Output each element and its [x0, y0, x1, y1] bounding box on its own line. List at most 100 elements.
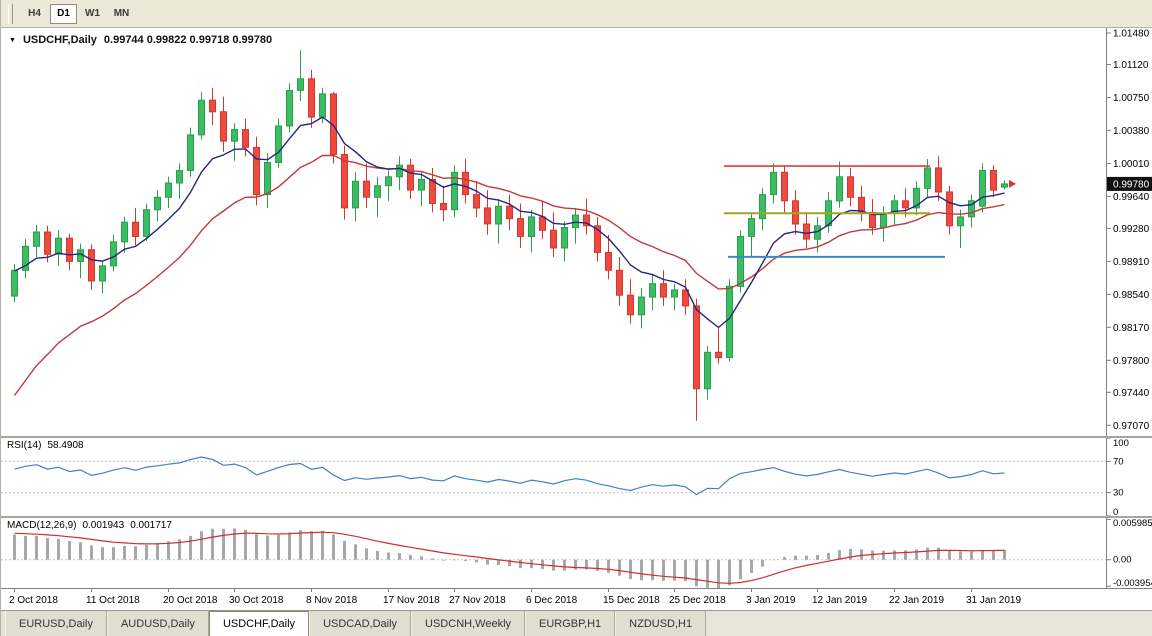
macd-bar — [893, 550, 896, 560]
macd-bar — [35, 536, 38, 560]
candle — [638, 296, 645, 316]
macd-bar — [387, 552, 390, 560]
macd-bar — [277, 534, 280, 560]
candle — [253, 146, 260, 196]
macd-bar — [563, 559, 566, 571]
chart-tab-usdcnh-weekly[interactable]: USDCNH,Weekly — [411, 611, 526, 636]
macd-bar — [739, 559, 742, 580]
chart-tab-usdcad-daily[interactable]: USDCAD,Daily — [309, 611, 412, 636]
macd-bar — [728, 559, 731, 586]
candle — [418, 178, 425, 191]
candle — [462, 171, 469, 196]
candle — [154, 196, 161, 211]
candle — [451, 171, 458, 211]
macd-bar — [354, 544, 357, 560]
rsi-axis-label: 0 — [1113, 507, 1118, 516]
time-axis-canvas[interactable]: 2 Oct 2018 11 Oct 2018 20 Oct 2018 30 Oct 2… — [1, 588, 1152, 610]
candle — [913, 187, 920, 209]
macd-bar — [442, 559, 445, 561]
price-axis-label: 1.01120 — [1113, 60, 1149, 71]
macd-bar — [156, 543, 159, 560]
candle — [528, 216, 535, 237]
macd-bar — [937, 547, 940, 560]
macd-histogram — [13, 528, 1006, 588]
macd-bar — [376, 550, 379, 560]
candle — [187, 134, 194, 171]
macd-bar — [607, 559, 610, 573]
price-axis-label: 1.00380 — [1113, 126, 1150, 137]
macd-bar — [783, 556, 786, 560]
candle — [770, 171, 777, 196]
macd-bar — [574, 559, 577, 570]
candle — [99, 265, 106, 282]
chart-tab-audusd-daily[interactable]: AUDUSD,Daily — [106, 611, 209, 636]
chart-tab-eurgbp-h1[interactable]: EURGBP,H1 — [525, 611, 616, 636]
candle — [88, 249, 95, 282]
rsi-canvas[interactable]: 100 70 30 0 — [1, 438, 1152, 516]
candle — [803, 223, 810, 240]
candle — [198, 99, 205, 136]
timeframe-button-h4[interactable]: H4 — [28, 7, 41, 19]
macd-bar — [860, 549, 863, 560]
candle — [44, 231, 51, 255]
candle — [165, 182, 172, 198]
candle — [704, 351, 711, 390]
candle — [990, 170, 997, 191]
time-axis-label: 20 Oct 2018 — [163, 595, 218, 606]
time-axis[interactable]: 2 Oct 2018 11 Oct 2018 20 Oct 2018 30 Oct 2… — [1, 588, 1152, 610]
chart-tab-eurusd-daily[interactable]: EURUSD,Daily — [5, 611, 107, 636]
candle — [495, 205, 502, 225]
candle — [737, 236, 744, 287]
time-axis-label: 30 Oct 2018 — [229, 595, 284, 606]
macd-bar — [365, 548, 368, 560]
macd-bar — [398, 553, 401, 560]
candle — [748, 218, 755, 237]
macd-bar — [24, 535, 27, 560]
timeframe-button-mn[interactable]: MN — [113, 7, 130, 19]
candle — [363, 180, 370, 198]
timeframe-button-w1[interactable]: W1 — [85, 7, 100, 19]
candle — [649, 283, 656, 298]
time-axis-label: 25 Dec 2018 — [669, 595, 726, 606]
chart-tab-usdchf-daily[interactable]: USDCHF,Daily — [208, 611, 310, 636]
candle — [176, 170, 183, 184]
price-axis-label: 0.97800 — [1113, 356, 1150, 367]
macd-bar — [662, 559, 665, 581]
chart-tab-nzdusd-h1[interactable]: NZDUSD,H1 — [615, 611, 707, 636]
rsi-header: RSI(14) 58.4908 — [7, 440, 84, 451]
candle — [616, 269, 623, 296]
candle — [297, 78, 304, 91]
price-axis-label: 0.97440 — [1113, 388, 1150, 399]
candles-layer — [11, 50, 1008, 421]
candle — [66, 237, 73, 262]
macd-canvas[interactable]: 0.005985 0.00 -0.003954 — [1, 518, 1152, 588]
candle — [847, 176, 854, 198]
macd-bar — [321, 530, 324, 560]
macd-axis-label: -0.003954 — [1113, 578, 1152, 588]
candle — [572, 214, 579, 229]
candle — [242, 129, 249, 148]
toolbar-grip[interactable] — [8, 3, 13, 24]
candle — [231, 129, 238, 142]
candle — [979, 170, 986, 207]
chart-title: ▼ USDCHF,Daily 0.99744 0.99822 0.99718 0… — [9, 34, 272, 46]
candle — [440, 203, 447, 211]
time-axis-label: 3 Jan 2019 — [746, 595, 796, 606]
timeframe-button-d1[interactable]: D1 — [50, 3, 77, 24]
macd-bar — [211, 528, 214, 560]
macd-panel: 0.005985 0.00 -0.003954 MACD(12,26,9) 0.00… — [1, 518, 1152, 588]
macd-bar — [475, 559, 478, 563]
price-chart-canvas[interactable]: 1.01480 1.01120 1.00750 1.00380 1.00010 0.996… — [1, 28, 1152, 436]
macd-bar — [772, 559, 775, 561]
candle — [374, 185, 381, 198]
panel-splitter-rsi[interactable] — [1, 436, 1152, 438]
macd-bar — [915, 549, 918, 560]
macd-bar — [585, 559, 588, 570]
rsi-axis-label: 100 — [1113, 438, 1129, 449]
main-chart-panel: 1.01480 1.01120 1.00750 1.00380 1.00010 0.996… — [1, 28, 1152, 436]
rsi-axis-label: 30 — [1113, 488, 1124, 499]
macd-bar — [299, 530, 302, 560]
panel-splitter-macd[interactable] — [1, 516, 1152, 518]
candle — [902, 200, 909, 209]
candle — [671, 289, 678, 298]
